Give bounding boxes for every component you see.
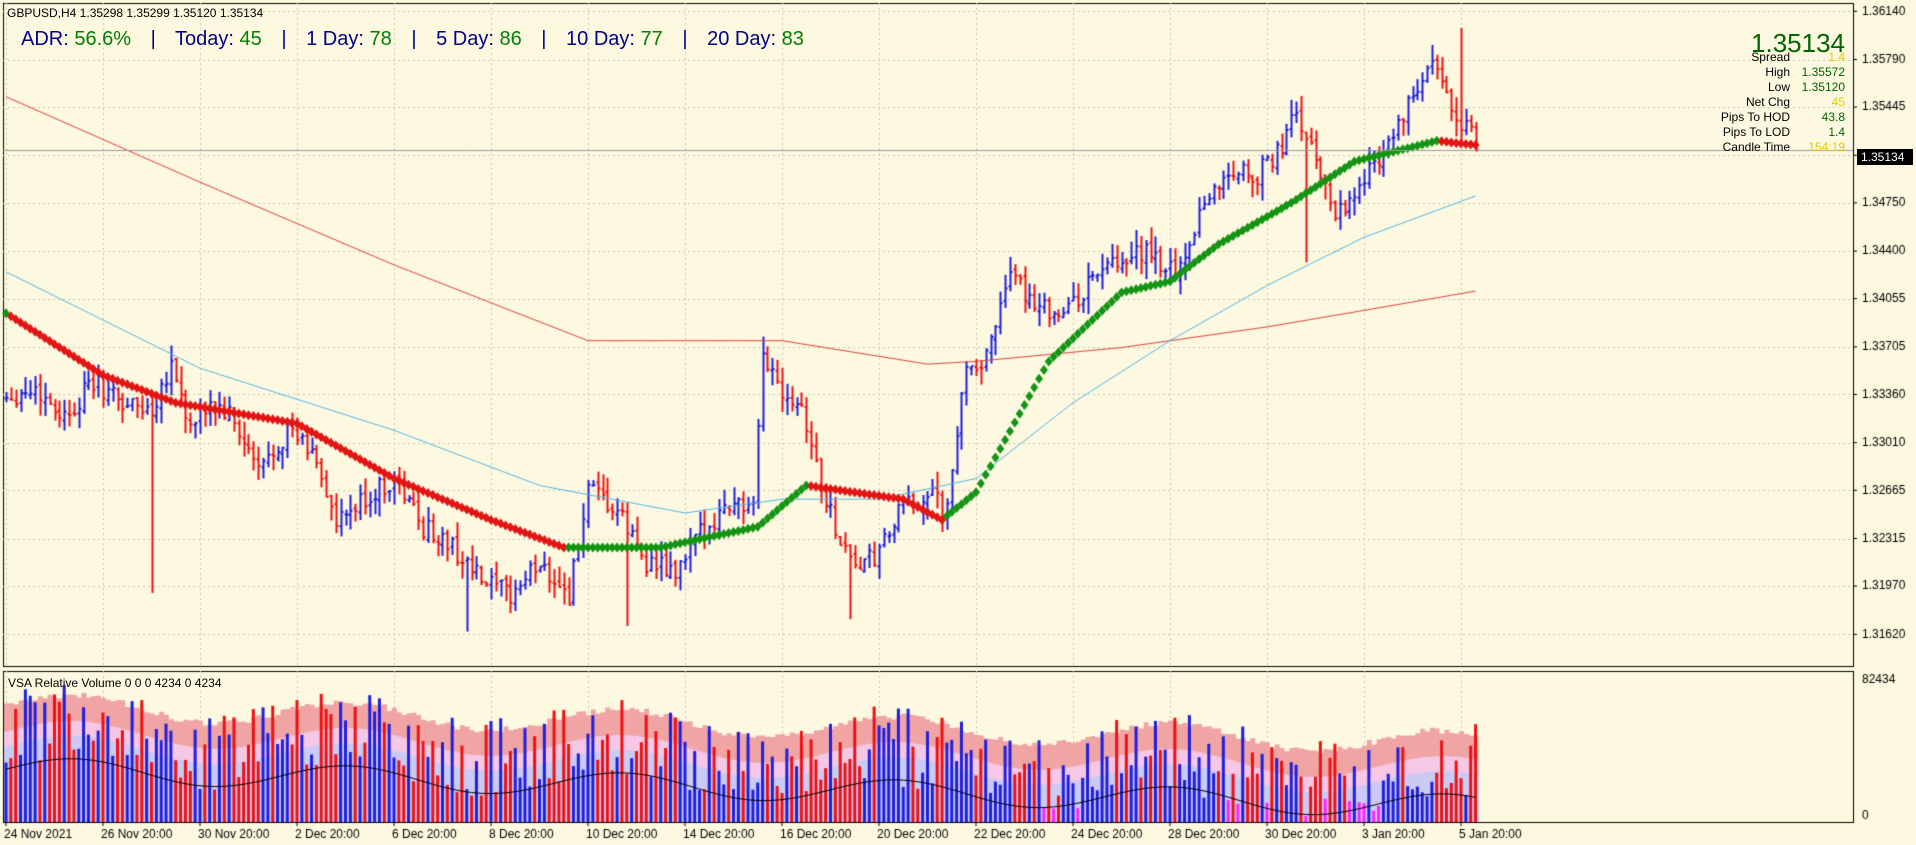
adr-bar: ADR: 56.6% | Today: 45 | 1 Day: 78 | 5 D… [21,28,804,50]
10day-item: 10 Day: 77 [566,28,663,50]
stat-label: Spread [1751,50,1790,64]
stat-row: Pips To LOD 1.4 [1690,125,1845,140]
volume-indicator-label: VSA Relative Volume 0 0 0 4234 0 4234 [8,676,222,690]
stat-row: Net Chg 45 [1690,95,1845,110]
stat-value: 1.35120 [1801,80,1845,94]
stat-label: Low [1767,80,1790,94]
stat-row: Candle Time 154:19 [1690,140,1845,155]
stat-label: High [1765,65,1790,79]
current-price-big: 1.35134 [1751,28,1845,58]
stat-value: 1.35572 [1801,65,1845,79]
current-price-tag: 1.35134 [1857,149,1913,165]
stat-row: Spread 1.4 [1690,50,1845,65]
stat-value: 1.4 [1828,125,1845,139]
stat-row: Pips To HOD 43.8 [1690,110,1845,125]
stat-label: Pips To LOD [1722,125,1790,139]
stat-label: Pips To HOD [1720,110,1790,124]
stat-label: Candle Time [1722,140,1790,154]
stat-value: 1.4 [1828,50,1845,64]
stat-row: Low 1.35120 [1690,80,1845,95]
stat-value: 43.8 [1821,110,1845,124]
5day-item: 5 Day: 86 [436,28,522,50]
symbol-header: GBPUSD,H4 1.35298 1.35299 1.35120 1.3513… [7,6,264,20]
stat-row: High 1.35572 [1690,65,1845,80]
adr-item: ADR: 56.6% [21,28,132,50]
stat-label: Net Chg [1745,95,1790,109]
stat-value: 154:19 [1808,140,1845,154]
20day-item: 20 Day: 83 [707,28,804,50]
1day-item: 1 Day: 78 [306,28,392,50]
stat-value: 45 [1831,95,1845,109]
today-item: Today: 45 [175,28,262,50]
